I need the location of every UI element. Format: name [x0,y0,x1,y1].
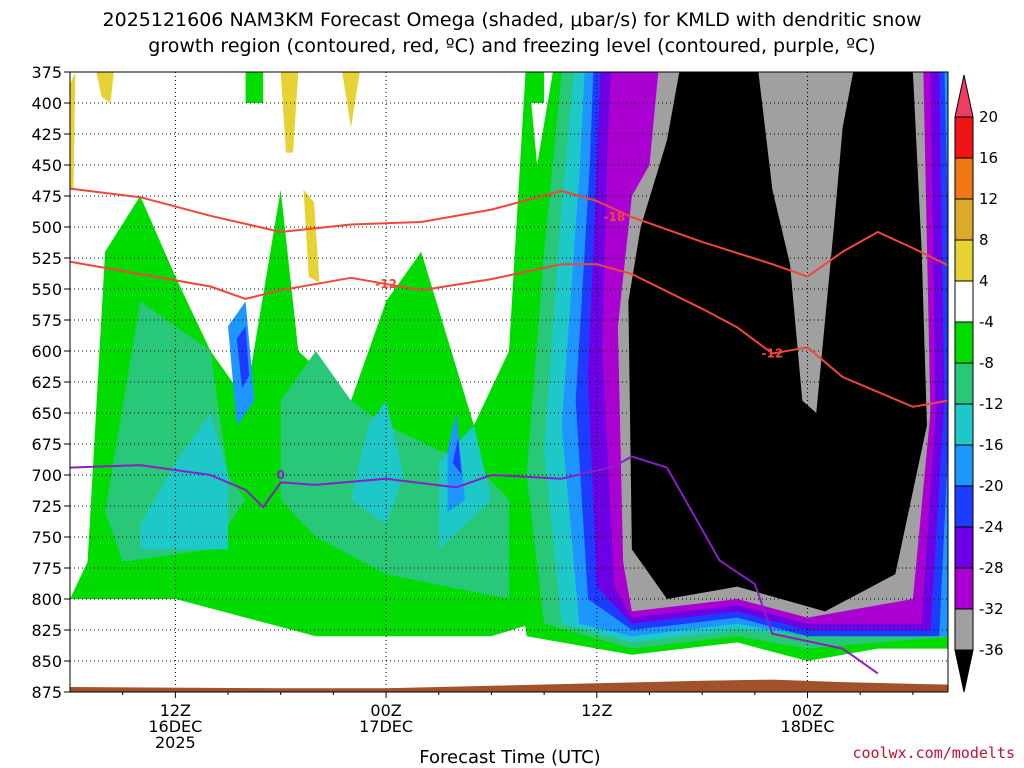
colorbar-label-5: -4 [979,313,994,331]
y-tick-label-725: 725 [31,497,62,516]
y-tick-label-450: 450 [31,156,62,175]
colorbar-label-6: -8 [979,354,994,372]
y-tick-label-600: 600 [31,342,62,361]
contour-label-2: -12 [762,346,784,360]
x-tick-label-48-0: 00Z [792,701,823,720]
chart-title-line-2: growth region (contoured, red, ºC) and f… [148,35,875,57]
colorbar-bin-0 [954,116,974,159]
colorbar-bin-8 [954,444,974,487]
colorbar-label-0: 20 [979,108,998,126]
colorbar-label-4: 4 [979,272,989,290]
y-tick-label-875: 875 [31,683,62,702]
colorbar-label-13: -36 [979,641,1004,659]
y-axis: 375 400 425 450 475 500 525 550 575 600 625 650 675 7… [31,63,70,702]
y-tick-label-575: 575 [31,311,62,330]
colorbar-label-11: -28 [979,559,1004,577]
colorbar: 20 16 12 8 4 -4 -8 -12 -16 -20 -24 -28 -32 -36 [954,74,1004,693]
y-tick-label-775: 775 [31,559,62,578]
colorbar-bin-6 [954,362,974,405]
omega-band-4-3 [342,72,360,128]
x-tick-label-48-1: 18DEC [781,717,835,736]
y-tick-label-850: 850 [31,652,62,671]
contours: -18 -12 -12 0 [70,187,948,675]
colorbar-bin-11 [954,567,974,610]
y-tick-label-550: 550 [31,280,62,299]
colorbar-bin-5 [954,321,974,364]
y-tick-label-700: 700 [31,466,62,485]
y-tick-label-375: 375 [31,63,62,82]
colorbar-bin-3 [954,239,974,282]
colorbar-label-2: 12 [979,190,998,208]
x-tick-label-36-0: 12Z [581,701,612,720]
y-tick-label-675: 675 [31,435,62,454]
terrain [70,679,948,692]
x-tick-label-24-1: 17DEC [359,717,413,736]
y-tick-label-400: 400 [31,94,62,113]
x-axis-title: Forecast Time (UTC) [419,747,600,768]
y-tick-label-750: 750 [31,528,62,547]
omega-band-4-4 [303,189,320,283]
colorbar-label-7: -12 [979,395,1004,413]
y-tick-label-425: 425 [31,125,62,144]
colorbar-bin-9 [954,485,974,528]
colorbar-label-10: -24 [979,518,1004,536]
colorbar-bin-4 [954,280,974,323]
colorbar-bin-10 [954,526,974,569]
contour-label-1: -12 [375,277,397,291]
x-tick-label-24-0: 00Z [370,701,401,720]
colorbar-bin-7 [954,403,974,446]
omega-band-4-1 [70,72,76,190]
y-tick-label-625: 625 [31,373,62,392]
contour-line-0 [70,187,948,278]
omega-band-neg24-20 [236,326,250,389]
colorbar-label-1: 16 [979,149,998,167]
x-tick-label-12-2: 2025 [155,733,196,752]
credit-link[interactable]: coolwx.com/modelts [852,744,1015,762]
contour-line-3 [70,455,879,675]
y-tick-label-475: 475 [31,187,62,206]
omega-band-neg36-30 [628,72,927,612]
contour-label-0: -18 [604,210,626,224]
contour-label-3: 0 [277,468,285,482]
contour-line-1 [70,260,948,408]
plot-area: -18 -12 -12 0 [70,72,948,692]
colorbar-label-9: -20 [979,477,1004,495]
colorbar-bin-12 [954,608,974,651]
omega-band-neg16-15 [140,413,228,550]
omega-band-neg24-21 [452,437,462,475]
omega-band-4-0 [96,72,114,103]
colorbar-top-arrow [954,74,974,118]
colorbar-label-3: 8 [979,231,989,249]
grid [70,72,948,692]
y-tick-label-825: 825 [31,621,62,640]
chart-title-line-1: 2025121606 NAM3KM Forecast Omega (shaded… [103,9,922,31]
colorbar-bin-2 [954,198,974,241]
y-tick-label-525: 525 [31,249,62,268]
omega-band-neg8-8 [526,72,545,103]
x-tick-label-12-0: 12Z [160,701,191,720]
x-tick-label-12-1: 16DEC [148,717,202,736]
y-tick-label-650: 650 [31,404,62,423]
omega-band-neg8-12 [245,72,264,103]
terrain-fill [70,679,948,692]
colorbar-bin-1 [954,157,974,200]
omega-band-neg16-16 [351,400,404,525]
colorbar-label-8: -16 [979,436,1004,454]
colorbar-label-12: -32 [979,600,1004,618]
y-tick-label-800: 800 [31,590,62,609]
colorbar-bottom-arrow [954,649,974,693]
y-tick-label-500: 500 [31,218,62,237]
omega-band-4-2 [280,72,299,153]
omega-shading [70,72,948,661]
